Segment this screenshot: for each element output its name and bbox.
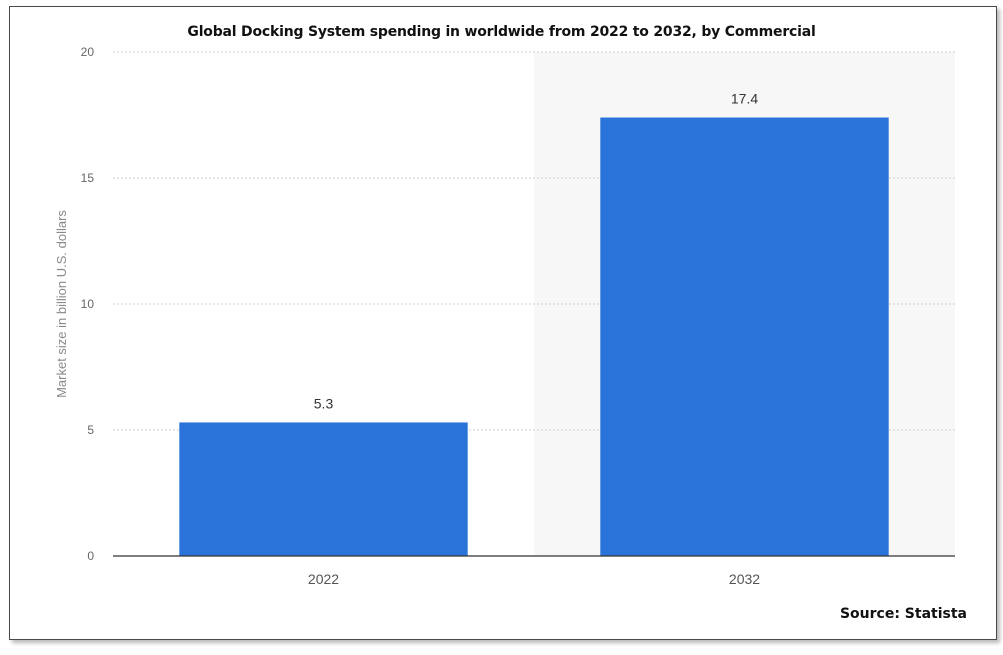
bar xyxy=(179,422,468,556)
y-tick-label: 10 xyxy=(81,297,95,311)
chart-title: Global Docking System spending in worldw… xyxy=(187,24,816,40)
y-axis: 0 5 10 15 20 xyxy=(81,45,95,563)
y-tick-label: 5 xyxy=(87,423,94,437)
bar xyxy=(600,117,889,557)
data-label: 17.4 xyxy=(731,91,758,107)
y-tick-label: 0 xyxy=(87,549,94,563)
bars xyxy=(179,117,889,557)
y-tick-label: 20 xyxy=(81,45,95,59)
x-tick-label: 2022 xyxy=(308,571,339,587)
data-label: 5.3 xyxy=(314,395,334,411)
x-tick-label: 2032 xyxy=(729,571,760,587)
x-axis: 2022 2032 xyxy=(308,571,760,587)
y-tick-label: 15 xyxy=(81,171,95,185)
y-axis-title: Market size in billion U.S. dollars xyxy=(54,210,69,398)
data-labels: 5.3 17.4 xyxy=(314,91,759,412)
source-label: Source: Statista xyxy=(839,606,967,622)
